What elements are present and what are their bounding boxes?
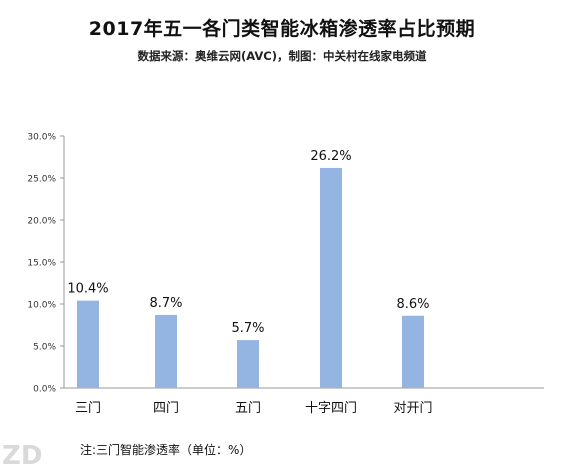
bar [77,300,99,388]
bar [155,314,177,388]
chart-axes [63,136,544,389]
watermark-logo-icon: ZD [2,441,42,471]
x-tick-label: 十字四门 [305,401,357,416]
data-label: 5.7% [231,321,264,336]
bar [402,315,424,388]
y-tick-label: 10.0% [27,301,56,311]
y-tick-label: 25.0% [27,175,56,185]
chart-subtitle: 数据来源：奥维云网(AVC)，制图：中关村在线家电频道 [137,49,427,63]
data-label: 26.2% [310,149,351,164]
data-label: 8.7% [149,296,182,311]
y-tick-label: 5.0% [33,343,56,353]
y-tick-label: 30.0% [27,133,56,143]
data-labels: 10.4% 8.7% 5.7% 26.2% 8.6% [67,149,429,336]
data-label: 10.4% [67,282,108,297]
x-axis-labels: 三门 四门 五门 十字四门 对开门 [75,401,433,416]
y-tick-label: 15.0% [27,259,56,269]
bar [320,167,342,388]
data-label: 8.6% [396,297,429,312]
chart-title: 2017年五一各门类智能冰箱渗透率占比预期 [88,18,476,40]
x-tick-label: 三门 [75,401,101,416]
footer-note: 注:三门智能渗透率（单位：%） [80,443,252,457]
chart-bars [77,167,424,388]
x-tick-label: 四门 [153,401,179,416]
y-tick-label: 20.0% [27,217,56,227]
y-tick-label: 0.0% [33,385,56,395]
bar [237,340,259,388]
svg-text:ZD: ZD [2,441,42,471]
x-tick-label: 对开门 [393,401,432,416]
y-axis-ticks: 0.0% 5.0% 10.0% 15.0% 20.0% 25.0% 30.0% [27,133,64,395]
x-tick-label: 五门 [235,401,261,416]
